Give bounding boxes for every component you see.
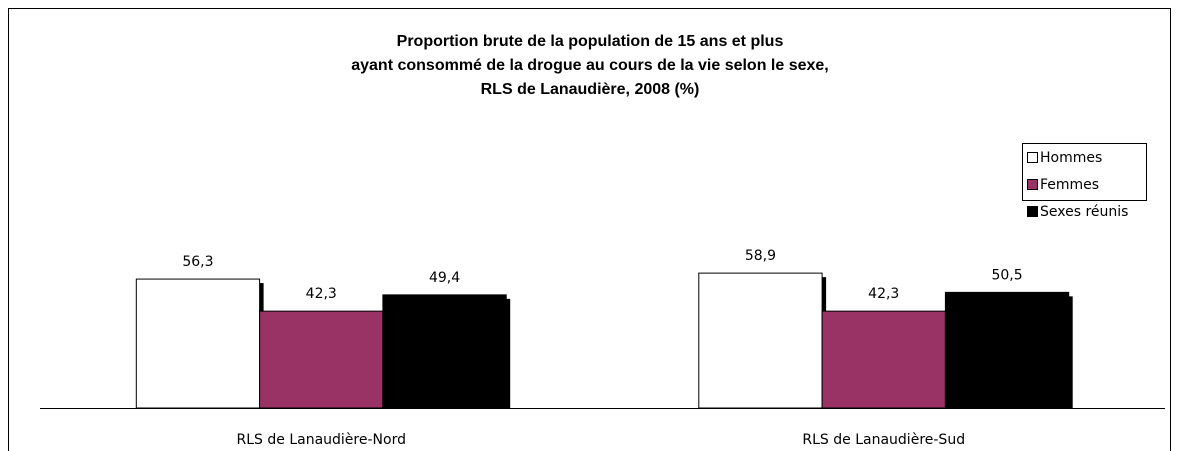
bar [259,310,384,409]
bar [944,291,1070,409]
legend-swatch [1027,179,1038,190]
legend-label: Sexes réunis [1040,204,1128,220]
data-label: 56,3 [182,254,213,270]
legend-swatch [1027,206,1038,217]
bar [698,272,823,409]
chart-frame [8,8,1171,451]
legend-box [1022,143,1147,201]
legend-swatch [1027,152,1038,163]
data-label: 49,4 [429,270,460,286]
x-tick-label: RLS de Lanaudière-Nord [237,432,406,448]
legend-label: Hommes [1040,150,1102,166]
chart-title: ayant consommé de la drogue au cours de … [351,57,829,74]
data-label: 42,3 [306,286,337,302]
data-label: 50,5 [991,267,1022,283]
chart-title: RLS de Lanaudière, 2008 (%) [481,81,700,98]
bar [382,294,507,409]
legend-label: Femmes [1040,177,1099,193]
chart-title: Proportion brute de la population de 15 … [397,33,784,50]
bar [821,310,946,409]
data-label: 42,3 [868,286,899,302]
bar [135,278,261,409]
data-label: 58,9 [745,248,776,264]
x-tick-label: RLS de Lanaudière-Sud [802,432,965,448]
